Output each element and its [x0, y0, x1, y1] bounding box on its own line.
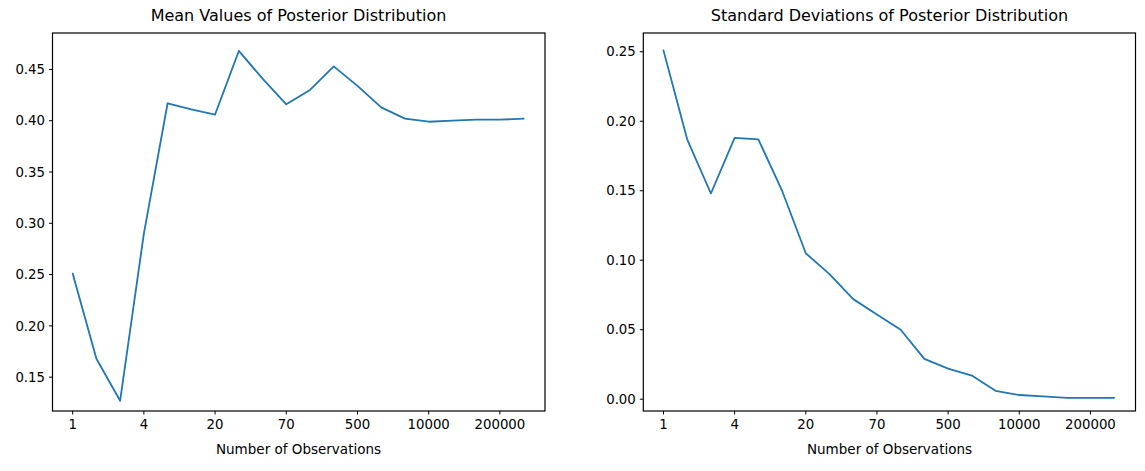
std-axes-box	[643, 33, 1135, 411]
x-tick-label: 1	[659, 417, 667, 432]
y-tick-label: 0.25	[606, 44, 636, 59]
x-tick-label: 20	[797, 417, 814, 432]
y-tick-label: 0.45	[15, 62, 45, 77]
mean-series-line	[73, 51, 524, 401]
x-tick-label: 200000	[475, 417, 526, 432]
y-tick-label: 0.35	[15, 165, 45, 180]
x-tick-label: 1	[68, 417, 76, 432]
x-tick-label: 4	[730, 417, 738, 432]
x-tick-label: 10000	[998, 417, 1040, 432]
y-tick-label: 0.20	[15, 319, 45, 334]
y-tick-label: 0.00	[606, 392, 636, 407]
x-tick-label: 70	[278, 417, 295, 432]
x-tick-label: 10000	[408, 417, 450, 432]
mean-chart-xlabel: Number of Observations	[52, 441, 545, 459]
std-chart-xlabel: Number of Observations	[643, 441, 1136, 459]
y-tick-label: 0.25	[15, 267, 45, 282]
x-tick-label: 70	[868, 417, 885, 432]
x-tick-label: 20	[207, 417, 224, 432]
y-tick-label: 0.05	[606, 322, 636, 337]
x-tick-label: 4	[140, 417, 148, 432]
y-tick-label: 0.20	[606, 114, 636, 129]
x-tick-label: 200000	[1065, 417, 1116, 432]
y-tick-label: 0.10	[606, 253, 636, 268]
x-tick-label: 500	[345, 417, 370, 432]
y-tick-label: 0.30	[15, 216, 45, 231]
std-series-line	[663, 50, 1114, 397]
posterior-distribution-figure: Mean Values of Posterior Distribution St…	[0, 0, 1145, 471]
x-tick-label: 500	[935, 417, 960, 432]
y-tick-label: 0.40	[15, 113, 45, 128]
y-tick-label: 0.15	[606, 183, 636, 198]
y-tick-label: 0.15	[15, 370, 45, 385]
plots-canvas: 1 4 20 70 500 10000 200000 0.15 0.20 0.25 0.30 0.35…	[0, 0, 1145, 471]
